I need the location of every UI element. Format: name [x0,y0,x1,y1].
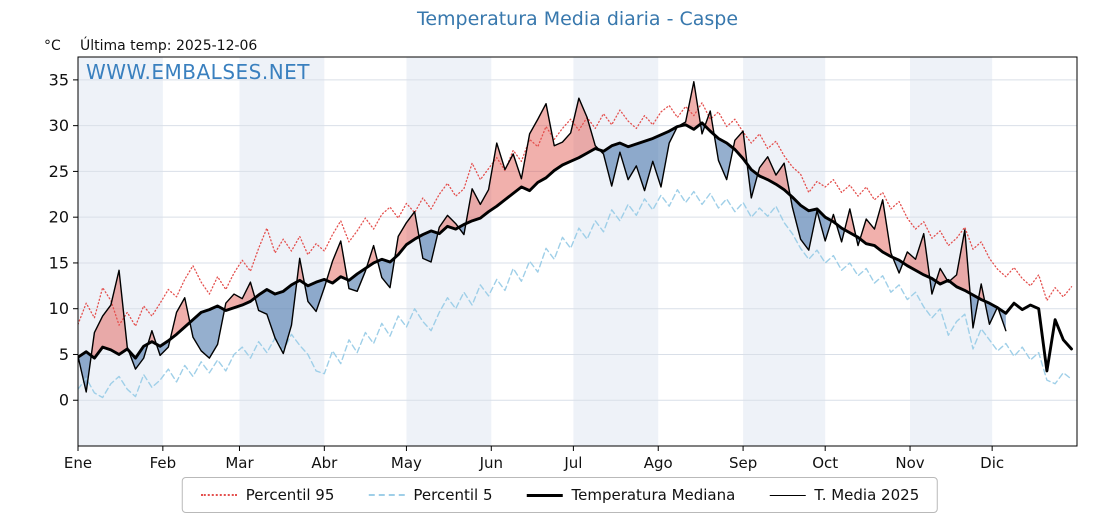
legend-box: Percentil 95 Percentil 5 Temperatura Media… [182,477,938,513]
y-tick-label-0: 0 [59,391,69,410]
month-band-Ene [78,57,163,446]
x-tick-label-Ene: Ene [64,454,92,472]
legend-item-median: Temperatura Mediana [526,486,735,504]
month-band-Sep [743,57,825,446]
figure: Temperatura Media diaria - Caspe °C Últi… [0,0,1120,500]
x-tick-label-Jul: Jul [563,454,582,472]
x-tick-label-Sep: Sep [729,454,757,472]
x-tick-label-Nov: Nov [895,454,924,472]
x-tick-label-Dic: Dic [980,454,1004,472]
y-tick-label-20: 20 [49,208,69,227]
x-tick-label-Oct: Oct [812,454,838,472]
x-tick-label-Abr: Abr [311,454,338,472]
legend-label-median: Temperatura Mediana [571,486,735,504]
watermark: WWW.EMBALSES.NET [86,60,310,84]
y-tick-label-35: 35 [49,70,69,89]
y-tick-label-25: 25 [49,162,69,181]
y-tick-label-30: 30 [49,116,69,135]
y-tick-label-5: 5 [59,345,69,364]
legend-sample-p5 [368,494,404,496]
y-tick-label-10: 10 [49,299,69,318]
x-tick-label-May: May [391,454,422,472]
x-tick-label-Ago: Ago [644,454,673,472]
x-tick-label-Mar: Mar [225,454,254,472]
x-tick-label-Jun: Jun [479,454,503,472]
legend-item-p95: Percentil 95 [201,486,335,504]
legend-item-t2025: T. Media 2025 [769,486,919,504]
legend-sample-t2025 [769,495,805,496]
month-band-May [406,57,491,446]
month-band-Mar [239,57,324,446]
cold-anomaly-fill [190,306,225,358]
y-tick-label-15: 15 [49,253,69,272]
legend-item-p5: Percentil 5 [368,486,492,504]
legend-sample-p95 [201,494,237,496]
legend-label-t2025: T. Media 2025 [814,486,919,504]
legend-sample-median [526,494,562,497]
legend-label-p95: Percentil 95 [246,486,335,504]
x-tick-label-Feb: Feb [150,454,177,472]
legend-label-p5: Percentil 5 [413,486,492,504]
